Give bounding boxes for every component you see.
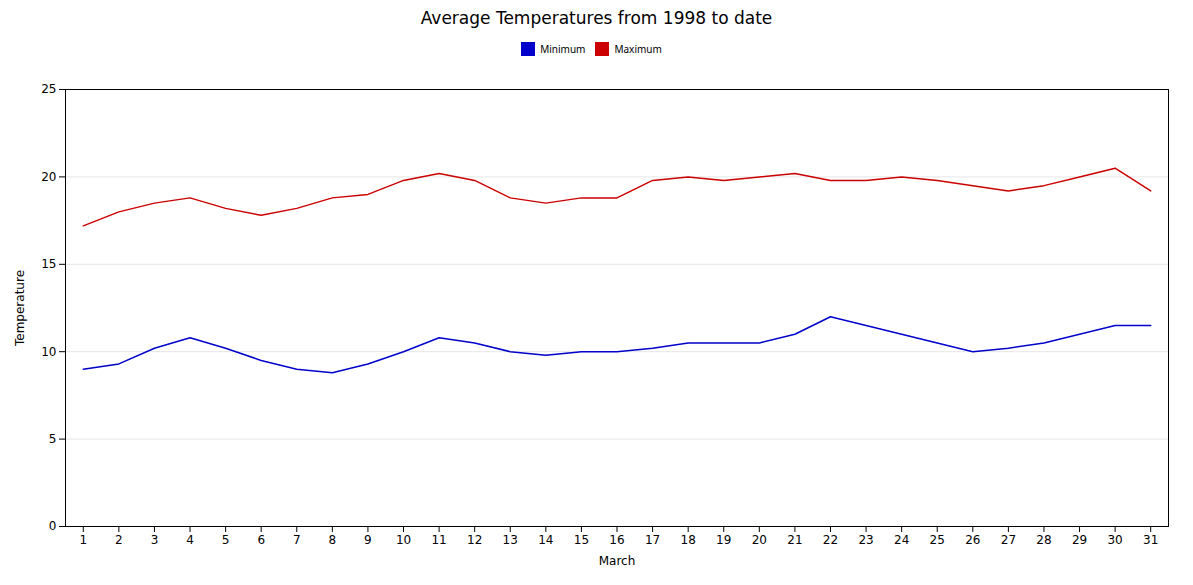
svg-text:1: 1 [79,533,87,547]
svg-text:8: 8 [329,533,337,547]
svg-text:18: 18 [681,533,696,547]
svg-text:12: 12 [467,533,482,547]
svg-text:20: 20 [41,170,56,184]
svg-text:9: 9 [364,533,372,547]
svg-text:11: 11 [431,533,446,547]
svg-text:6: 6 [257,533,265,547]
svg-text:25: 25 [41,82,56,96]
svg-text:31: 31 [1143,533,1158,547]
svg-text:5: 5 [222,533,230,547]
svg-text:Temperature: Temperature [13,270,27,347]
svg-text:21: 21 [787,533,802,547]
svg-text:10: 10 [396,533,411,547]
svg-text:27: 27 [1001,533,1016,547]
svg-text:March: March [599,554,636,568]
svg-text:24: 24 [894,533,909,547]
svg-text:2: 2 [115,533,123,547]
svg-text:15: 15 [574,533,589,547]
svg-text:15: 15 [41,257,56,271]
svg-text:5: 5 [49,432,57,446]
svg-text:28: 28 [1036,533,1051,547]
svg-text:30: 30 [1107,533,1122,547]
svg-text:23: 23 [858,533,873,547]
svg-text:10: 10 [41,345,56,359]
svg-text:13: 13 [503,533,518,547]
svg-text:0: 0 [49,519,57,533]
svg-text:25: 25 [930,533,945,547]
svg-text:20: 20 [752,533,767,547]
svg-text:4: 4 [186,533,194,547]
svg-text:22: 22 [823,533,838,547]
svg-text:7: 7 [293,533,301,547]
svg-text:19: 19 [716,533,731,547]
svg-text:29: 29 [1072,533,1087,547]
svg-text:14: 14 [538,533,553,547]
svg-text:26: 26 [965,533,980,547]
svg-text:3: 3 [151,533,159,547]
html-text:Minimum: Minimum [540,41,586,56]
svg-text:17: 17 [645,533,660,547]
html-text:Maximum: Maximum [614,41,662,56]
svg-text:16: 16 [609,533,624,547]
html-text:Average Temperatures from 1998: Average Temperatures from 1998 to date [420,8,773,28]
